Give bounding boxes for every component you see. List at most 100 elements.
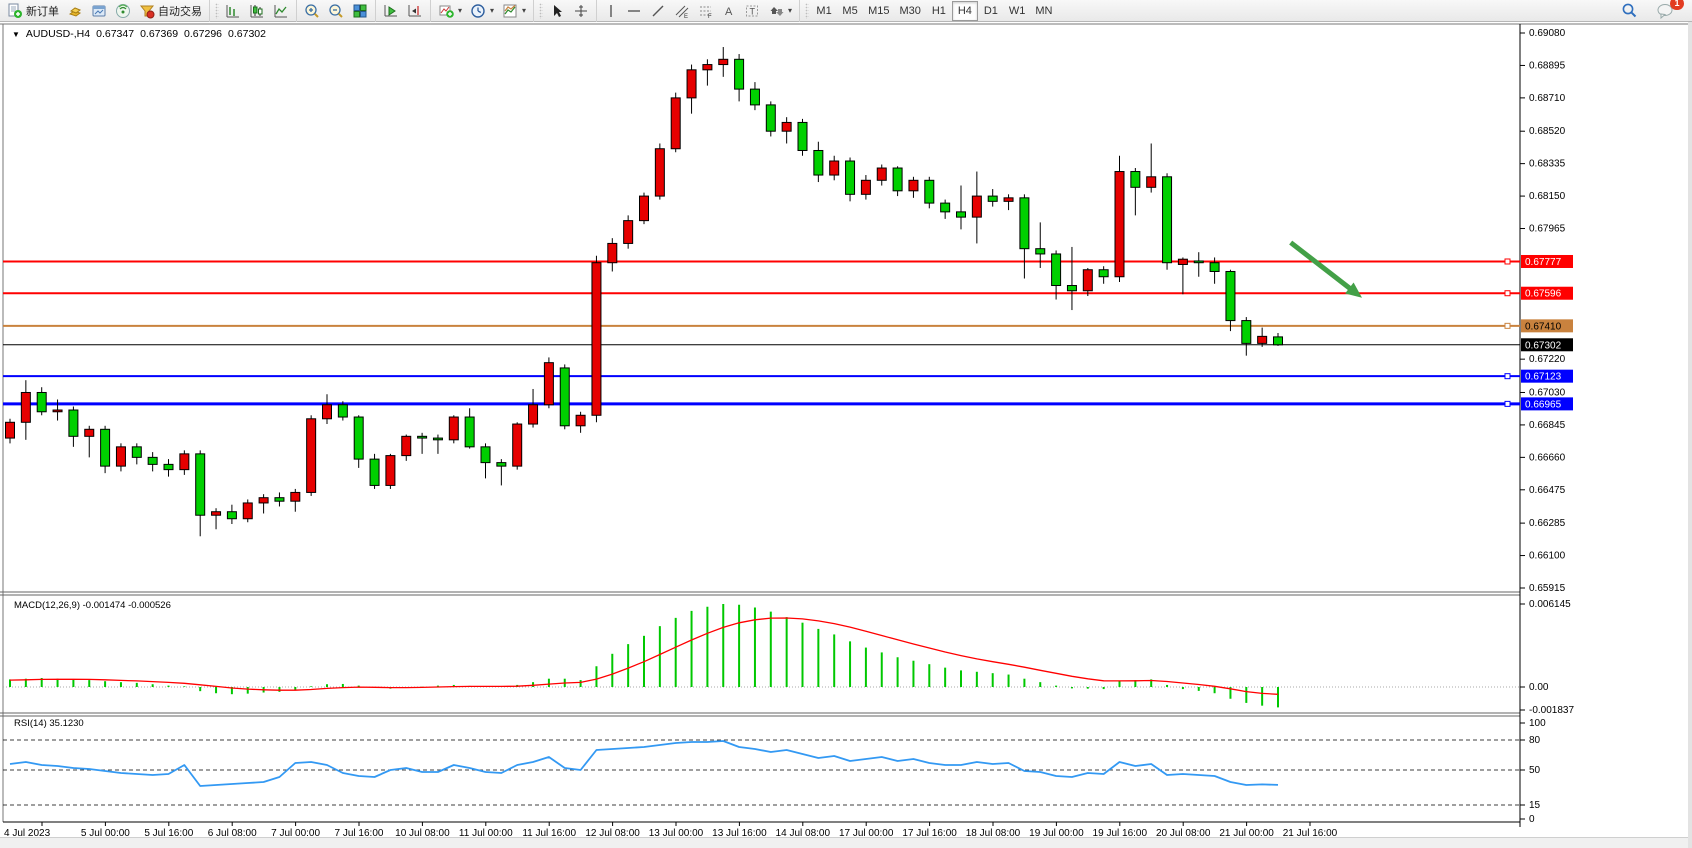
toolbar-group-charttype [209, 0, 296, 22]
svg-text:T: T [750, 6, 756, 16]
candle [52, 409, 63, 413]
vertical-line-tool-button[interactable] [600, 1, 622, 21]
search-button[interactable] [1617, 1, 1642, 21]
line-chart-icon [273, 3, 289, 19]
hline-price-flag [1521, 397, 1573, 411]
candle [496, 462, 507, 467]
macd-tick-label: 0.00 [1529, 682, 1549, 693]
timeframe-D1[interactable]: D1 [983, 4, 998, 17]
indicators-icon [438, 3, 454, 19]
candle [813, 149, 824, 176]
timeframe-H4[interactable]: H4 [951, 0, 978, 21]
horizontal-line-tool-button[interactable] [622, 1, 646, 21]
time-tick-label: 21 Jul 00:00 [1219, 828, 1274, 839]
hline-handle[interactable] [1504, 290, 1511, 297]
trend-arrow-annotation[interactable] [1289, 240, 1362, 298]
timeframe-MN[interactable]: MN [1035, 4, 1053, 17]
candle [559, 367, 570, 427]
hline-handle[interactable] [1504, 258, 1511, 265]
time-tick-label: 13 Jul 16:00 [712, 828, 767, 839]
time-tick-label: 17 Jul 16:00 [902, 828, 957, 839]
terminal-button[interactable] [87, 1, 111, 21]
candle [163, 463, 174, 471]
candle [464, 416, 475, 448]
hline-handle[interactable] [1504, 322, 1511, 329]
candles [5, 47, 1283, 537]
candle [876, 167, 887, 181]
candle [179, 453, 190, 471]
timeframe-M5[interactable]: M5 [842, 4, 858, 17]
window-bottom-strip [0, 837, 1692, 848]
price-tick-label: 0.66845 [1529, 420, 1566, 431]
tile-windows-button[interactable] [348, 1, 372, 21]
market-watch-button[interactable] [63, 1, 87, 21]
text-tool-button[interactable]: A [718, 1, 740, 21]
trendline-tool-button[interactable] [646, 1, 670, 21]
signals-button[interactable] [111, 1, 135, 21]
line-chart-type-button[interactable] [269, 1, 293, 21]
hline-handle[interactable] [1504, 373, 1511, 380]
rsi-tick-label: 80 [1529, 735, 1541, 746]
price-tick-label: 0.66285 [1529, 518, 1566, 529]
candle [749, 88, 760, 106]
notifications-button[interactable]: 1 [1652, 0, 1684, 21]
rsi-tick-label: 15 [1529, 800, 1541, 811]
candle [1146, 176, 1157, 188]
time-tick-label: 5 Jul 16:00 [144, 828, 193, 839]
hline-handle[interactable] [1504, 400, 1511, 407]
macd-tick-label: 0.006145 [1529, 599, 1571, 610]
rsi-tick-label: 100 [1529, 718, 1546, 729]
arrows-tool-button[interactable]: ▾ [764, 1, 796, 21]
candlestick-type-button[interactable] [245, 1, 269, 21]
chat-icon [1656, 2, 1674, 19]
auto-scroll-button[interactable] [379, 1, 403, 21]
autotrade-label: 自动交易 [158, 5, 202, 18]
candle [1209, 262, 1220, 272]
candle [401, 435, 412, 457]
templates-button[interactable]: ▾ [498, 1, 530, 21]
new-order-button[interactable]: 新订单 [3, 1, 63, 21]
candle [322, 404, 332, 420]
time-tick-label: 10 Jul 08:00 [395, 828, 450, 839]
candle [781, 121, 792, 132]
cursor-tool-button[interactable] [545, 1, 569, 21]
rsi-current-value: 35.1230 [49, 718, 84, 729]
indicators-caret-icon: ▾ [458, 6, 463, 15]
chart-canvas[interactable]: 0.69080 0.68895 0.68710 0.68520 0.68335 0.681… [0, 22, 1692, 848]
candle [892, 167, 903, 192]
candle [670, 97, 681, 150]
timeframe-M30[interactable]: M30 [899, 4, 921, 17]
zoom-out-button[interactable] [324, 1, 348, 21]
crosshair-tool-button[interactable] [569, 1, 593, 21]
macd-name: MACD(12,26,9) [14, 600, 80, 611]
timeframe-M15[interactable]: M15 [868, 4, 890, 17]
fibonacci-tool-button[interactable]: F [694, 1, 718, 21]
hline-price-flag [1521, 254, 1573, 268]
svg-text:E: E [684, 14, 688, 19]
text-label-tool-button[interactable]: T [740, 1, 764, 21]
rsi-indicator-label: RSI(14) 35.1230 [14, 718, 84, 729]
candle [211, 511, 222, 516]
price-tick-label: 0.67030 [1529, 387, 1566, 398]
templates-caret-icon: ▾ [522, 6, 527, 15]
indicators-button[interactable]: ▾ [434, 1, 466, 21]
timeframe-H1[interactable]: H1 [931, 4, 946, 17]
timeframe-M1[interactable]: M1 [816, 4, 832, 17]
toolbar-group-zoom [296, 0, 375, 22]
chart-shift-button[interactable] [403, 1, 427, 21]
periods-button[interactable]: ▾ [466, 1, 498, 21]
gold-icon [67, 3, 83, 19]
bar-chart-type-button[interactable] [221, 1, 245, 21]
autotrade-button[interactable]: 自动交易 [135, 1, 206, 21]
equidistant-channel-tool-button[interactable]: E [670, 1, 694, 21]
candle [654, 148, 665, 197]
toolbar-group-cursor [533, 0, 596, 22]
candle [1082, 269, 1093, 292]
hline-price-flag-label: 0.67596 [1525, 289, 1562, 300]
candle [686, 69, 697, 99]
chart-background [0, 22, 1692, 848]
timeframe-W1[interactable]: W1 [1008, 4, 1026, 17]
zoom-in-button[interactable] [300, 1, 324, 21]
chart-menu-icon[interactable]: ▼ [12, 29, 20, 39]
candle [147, 456, 158, 465]
